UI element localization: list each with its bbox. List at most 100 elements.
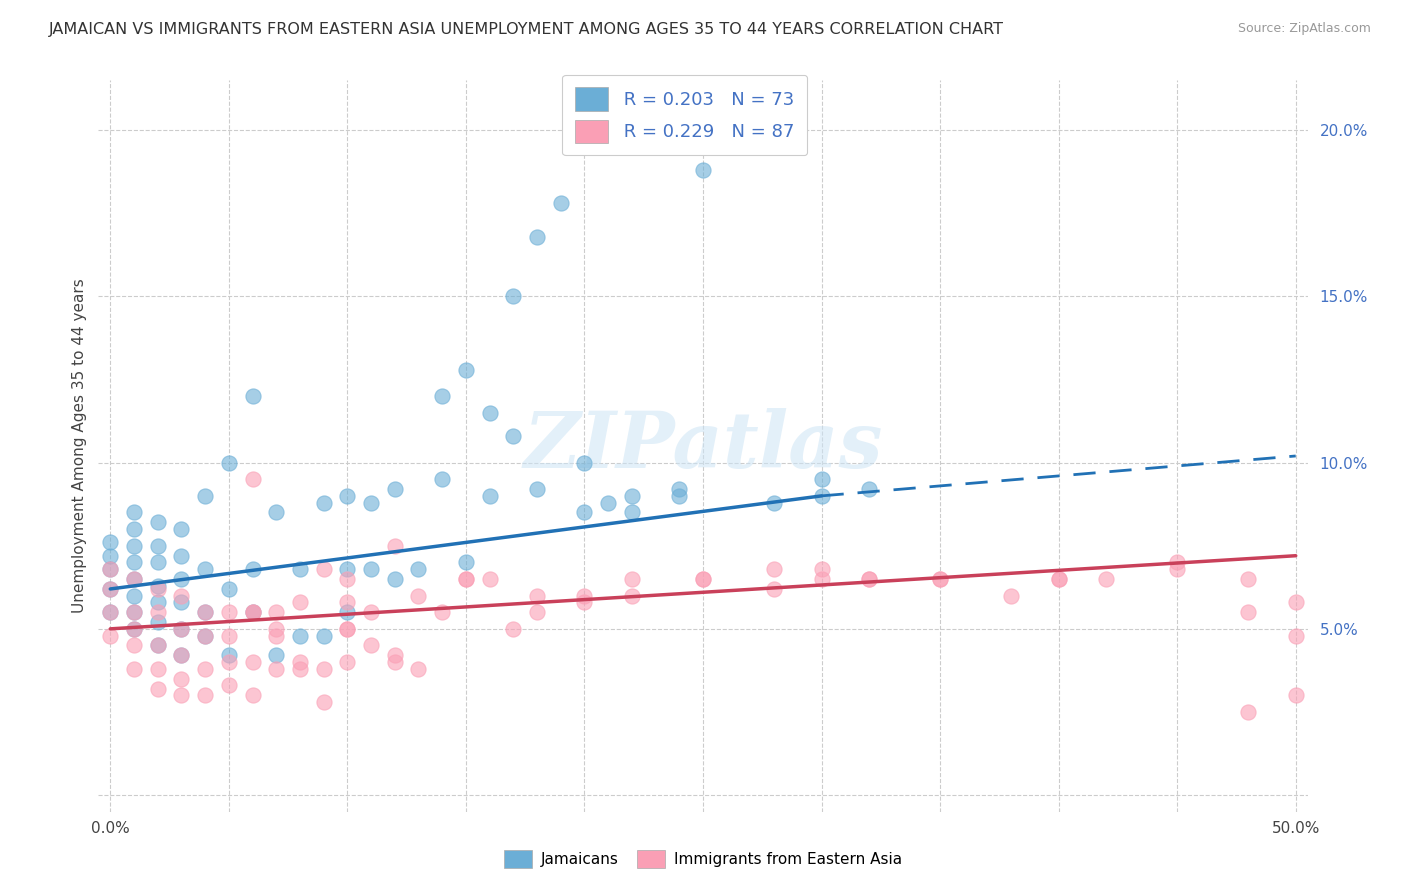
Point — [1285, 628, 1308, 642]
Point — [122, 662, 145, 676]
Point — [1237, 605, 1260, 619]
Point — [408, 662, 430, 676]
Point — [264, 506, 287, 520]
Point — [194, 605, 217, 619]
Point — [264, 628, 287, 642]
Point — [264, 648, 287, 663]
Point — [574, 595, 596, 609]
Point — [668, 489, 690, 503]
Point — [288, 628, 311, 642]
Point — [550, 196, 572, 211]
Point — [692, 163, 714, 178]
Point — [146, 579, 169, 593]
Point — [810, 489, 832, 503]
Point — [929, 572, 952, 586]
Point — [218, 628, 240, 642]
Point — [122, 572, 145, 586]
Point — [502, 289, 524, 303]
Point — [432, 605, 454, 619]
Point — [146, 595, 169, 609]
Y-axis label: Unemployment Among Ages 35 to 44 years: Unemployment Among Ages 35 to 44 years — [72, 278, 87, 614]
Point — [194, 489, 217, 503]
Point — [502, 622, 524, 636]
Point — [288, 662, 311, 676]
Point — [336, 595, 359, 609]
Point — [122, 522, 145, 536]
Point — [194, 628, 217, 642]
Point — [1237, 572, 1260, 586]
Point — [360, 639, 382, 653]
Point — [170, 549, 193, 563]
Point — [194, 689, 217, 703]
Point — [242, 689, 264, 703]
Point — [620, 572, 643, 586]
Point — [218, 456, 240, 470]
Point — [146, 681, 169, 696]
Point — [454, 572, 477, 586]
Point — [620, 489, 643, 503]
Point — [264, 605, 287, 619]
Point — [146, 639, 169, 653]
Point — [432, 472, 454, 486]
Point — [146, 639, 169, 653]
Point — [98, 562, 121, 576]
Point — [763, 562, 786, 576]
Point — [336, 572, 359, 586]
Point — [454, 555, 477, 569]
Point — [478, 489, 501, 503]
Point — [336, 489, 359, 503]
Point — [1166, 562, 1188, 576]
Point — [763, 582, 786, 596]
Point — [170, 672, 193, 686]
Point — [810, 572, 832, 586]
Point — [288, 655, 311, 669]
Point — [98, 549, 121, 563]
Point — [312, 662, 335, 676]
Point — [454, 572, 477, 586]
Point — [336, 605, 359, 619]
Point — [454, 362, 477, 376]
Point — [170, 648, 193, 663]
Point — [336, 562, 359, 576]
Point — [858, 482, 880, 496]
Point — [146, 662, 169, 676]
Point — [526, 229, 548, 244]
Point — [242, 655, 264, 669]
Point — [1000, 589, 1022, 603]
Legend:  R = 0.203   N = 73,  R = 0.229   N = 87: R = 0.203 N = 73, R = 0.229 N = 87 — [562, 75, 807, 155]
Point — [170, 622, 193, 636]
Point — [574, 456, 596, 470]
Point — [929, 572, 952, 586]
Point — [218, 678, 240, 692]
Point — [122, 605, 145, 619]
Point — [312, 628, 335, 642]
Point — [170, 689, 193, 703]
Point — [146, 582, 169, 596]
Point — [98, 628, 121, 642]
Point — [384, 648, 406, 663]
Point — [146, 605, 169, 619]
Point — [218, 648, 240, 663]
Point — [1285, 595, 1308, 609]
Legend: Jamaicans, Immigrants from Eastern Asia: Jamaicans, Immigrants from Eastern Asia — [498, 844, 908, 873]
Point — [194, 562, 217, 576]
Text: Source: ZipAtlas.com: Source: ZipAtlas.com — [1237, 22, 1371, 36]
Point — [1166, 555, 1188, 569]
Point — [194, 605, 217, 619]
Point — [146, 516, 169, 530]
Point — [1237, 705, 1260, 719]
Point — [122, 622, 145, 636]
Point — [242, 562, 264, 576]
Point — [170, 648, 193, 663]
Point — [264, 662, 287, 676]
Point — [242, 389, 264, 403]
Point — [478, 572, 501, 586]
Point — [692, 572, 714, 586]
Point — [98, 562, 121, 576]
Point — [146, 539, 169, 553]
Point — [336, 622, 359, 636]
Point — [526, 589, 548, 603]
Point — [763, 495, 786, 509]
Point — [408, 562, 430, 576]
Point — [312, 495, 335, 509]
